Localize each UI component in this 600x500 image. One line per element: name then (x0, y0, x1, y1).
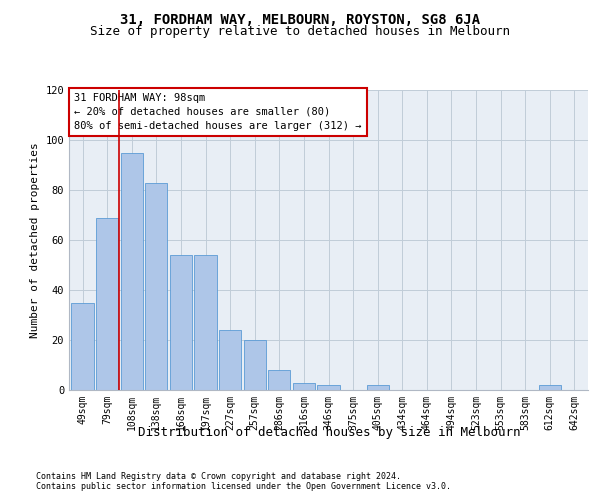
Bar (145, 182, 167, 390)
Text: 31, FORDHAM WAY, MELBOURN, ROYSTON, SG8 6JA: 31, FORDHAM WAY, MELBOURN, ROYSTON, SG8 … (120, 12, 480, 26)
Text: Size of property relative to detached houses in Melbourn: Size of property relative to detached ho… (90, 25, 510, 38)
Y-axis label: Number of detached properties: Number of detached properties (30, 142, 40, 338)
Bar (219, 330, 241, 390)
Bar (194, 255, 217, 390)
Bar (170, 255, 192, 390)
Text: Distribution of detached houses by size in Melbourn: Distribution of detached houses by size … (137, 426, 520, 439)
Bar (96, 218, 118, 390)
Text: 31 FORDHAM WAY: 98sqm
← 20% of detached houses are smaller (80)
80% of semi-deta: 31 FORDHAM WAY: 98sqm ← 20% of detached … (74, 93, 362, 131)
Text: Contains public sector information licensed under the Open Government Licence v3: Contains public sector information licen… (36, 482, 451, 491)
Bar (293, 382, 315, 390)
Bar (367, 385, 389, 390)
Bar (268, 370, 290, 390)
Bar (71, 302, 94, 390)
Bar (317, 385, 340, 390)
Bar (121, 152, 143, 390)
Bar (244, 340, 266, 390)
Bar (539, 385, 561, 390)
Text: Contains HM Land Registry data © Crown copyright and database right 2024.: Contains HM Land Registry data © Crown c… (36, 472, 401, 481)
